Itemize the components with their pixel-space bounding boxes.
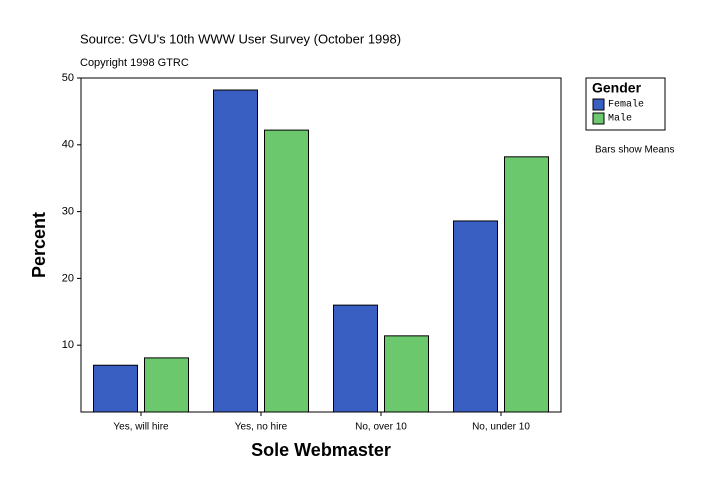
- y-tick-label: 20: [62, 272, 74, 284]
- x-tick-label: Yes, no hire: [235, 422, 288, 433]
- note: Bars show Means: [595, 145, 674, 156]
- bar: [144, 357, 189, 413]
- x-tick-label: No, under 10: [472, 422, 530, 433]
- legend-label: Female: [608, 99, 644, 111]
- y-tick-label: 40: [62, 139, 74, 151]
- y-tick-label: 50: [62, 72, 74, 84]
- bar: [504, 156, 549, 413]
- x-axis-title: Sole Webmaster: [251, 440, 391, 460]
- y-tick-label: 30: [62, 206, 74, 218]
- bar: [93, 364, 138, 413]
- legend-title: Gender: [592, 80, 642, 96]
- legend-label: Male: [608, 113, 632, 125]
- bar: [213, 89, 258, 413]
- legend-swatch: [592, 98, 605, 111]
- y-axis-title: Percent: [29, 212, 49, 278]
- legend-swatch: [592, 112, 605, 125]
- bar: [384, 335, 429, 413]
- x-tick-label: No, over 10: [355, 422, 407, 433]
- y-tick-label: 10: [62, 339, 74, 351]
- bar: [264, 129, 309, 413]
- chart-subtitle: Copyright 1998 GTRC: [80, 57, 189, 69]
- x-tick-label: Yes, will hire: [113, 422, 169, 433]
- chart-title: Source: GVU's 10th WWW User Survey (Octo…: [80, 31, 401, 46]
- bar: [453, 220, 498, 413]
- bar: [333, 304, 378, 413]
- plot-frame: [80, 77, 562, 413]
